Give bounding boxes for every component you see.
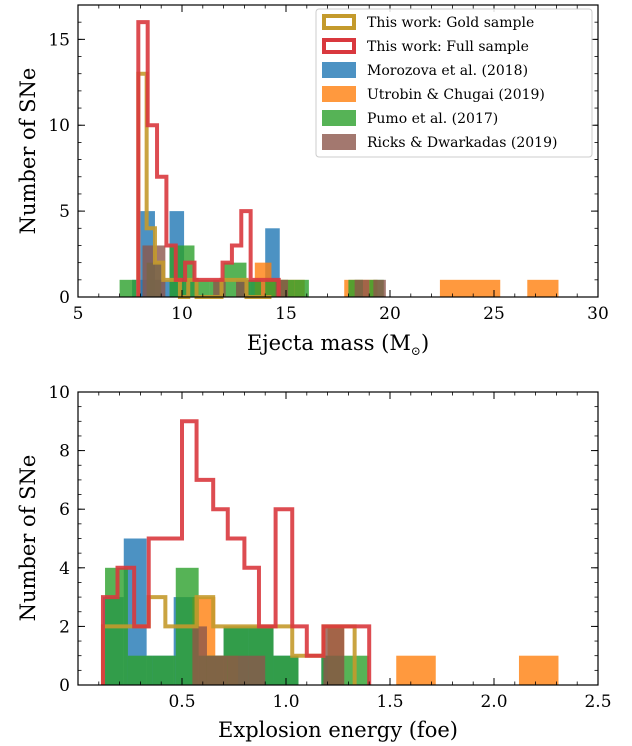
top-ytick-label: 0 (59, 288, 70, 308)
top-xtick-label: 20 (379, 304, 401, 324)
bottom-xtick-label: 1.5 (376, 692, 403, 712)
bottom-y-axis-title: Number of SNe (16, 455, 40, 622)
legend-swatch-morozova-et-al-2018 (322, 62, 356, 78)
top-xtick-label: 15 (275, 304, 297, 324)
top-bar-ricks-dwarkadas-2019-5 (373, 279, 386, 297)
top-bar-pumo-et-al-2017-0 (119, 279, 137, 297)
top-bar-utrobin-chugai-2019-6 (527, 279, 559, 297)
bottom-bar-utrobin-chugai-2019-4 (518, 655, 559, 685)
legend: This work: Gold sample This work: Full sa… (315, 8, 593, 158)
bottom-ticks: 0.5 1.0 1.5 2.0 2.5 0 2 4 6 8 10 (48, 383, 611, 712)
legend-box (315, 8, 593, 158)
legend-label-pumo-et-al-2017: Pumo et al. (2017) (367, 111, 498, 127)
top-bar-pumo-et-al-2017-10 (294, 279, 309, 297)
bottom-xtick-label: 1.0 (272, 692, 299, 712)
panel-explosion-energy: 0.5 1.0 1.5 2.0 2.5 0 2 4 6 8 10 Number of SNe Exp… (16, 383, 612, 742)
bottom-bar-pumo-et-al-2017-2 (152, 655, 176, 685)
legend-swatch-utrobin-chugai-2019 (322, 86, 356, 102)
top-bar-ricks-dwarkadas-2019-4 (354, 279, 370, 297)
bottom-ytick-label: 4 (59, 559, 70, 579)
top-plot-frame (77, 4, 599, 298)
legend-label-ricks-dwarkadas-2019: Ricks & Dwarkadas (2019) (367, 135, 557, 151)
bottom-bar-ricks-dwarkadas-2019-2 (227, 655, 249, 685)
bottom-xtick-label: 0.5 (168, 692, 195, 712)
top-xtick-label: 10 (171, 304, 193, 324)
bottom-ytick-label: 2 (59, 617, 70, 637)
legend-label-this-work-gold-sample: This work: Gold sample (367, 15, 534, 31)
bottom-ytick-label: 10 (48, 383, 70, 403)
top-x-axis-title: Ejecta mass (M⊙) (247, 331, 429, 358)
top-ytick-label: 5 (59, 202, 70, 222)
bottom-bar-pumo-et-al-2017-1 (127, 655, 153, 685)
bottom-bar-utrobin-chugai-2019-3 (396, 655, 436, 685)
legend-swatch-pumo-et-al-2017 (322, 110, 356, 126)
legend-label-utrobin-chugai-2019: Utrobin & Chugai (2019) (367, 87, 545, 103)
bottom-xtick-label: 2.5 (584, 692, 611, 712)
bottom-ytick-label: 8 (59, 442, 70, 462)
top-ytick-label: 15 (48, 30, 70, 50)
top-step-this-work-gold-sample (136, 71, 272, 299)
top-bar-ricks-dwarkadas-2019-0 (142, 245, 166, 297)
legend-label-this-work-full-sample: This work: Full sample (367, 39, 529, 55)
top-bar-pumo-et-al-2017-7 (246, 279, 262, 297)
legend-entries: This work: Gold sample This work: Full sa… (322, 14, 557, 151)
legend-swatch-ricks-dwarkadas-2019 (322, 134, 356, 150)
top-bar-utrobin-chugai-2019-5 (439, 279, 501, 297)
bottom-ytick-label: 6 (59, 500, 70, 520)
legend-swatch-this-work-full-sample (322, 38, 356, 54)
bottom-bar-ricks-dwarkadas-2019-4 (323, 626, 345, 685)
top-xtick-label: 5 (73, 304, 84, 324)
bottom-x-axis-title: Explosion energy (foe) (218, 718, 458, 742)
bottom-xtick-label: 2.0 (480, 692, 507, 712)
top-xtick-label: 25 (483, 304, 505, 324)
bottom-step-this-work-full-sample (100, 419, 372, 685)
top-plot-area (119, 20, 559, 299)
top-step-this-work-full-sample (136, 20, 281, 297)
bottom-bar-ricks-dwarkadas-2019-0 (192, 626, 207, 685)
bottom-bar-ricks-dwarkadas-2019-3 (248, 655, 266, 685)
legend-label-morozova-et-al-2018: Morozova et al. (2018) (367, 63, 528, 79)
top-xtick-label: 30 (587, 304, 609, 324)
legend-swatch-this-work-gold-sample (322, 14, 356, 30)
bottom-ytick-label: 0 (59, 676, 70, 696)
top-bar-pumo-et-al-2017-3 (179, 245, 195, 297)
top-ytick-label: 10 (48, 116, 70, 136)
bottom-bar-ricks-dwarkadas-2019-1 (206, 655, 228, 685)
bottom-bar-pumo-et-al-2017-9 (344, 655, 370, 685)
top-y-axis-title: Number of SNe (16, 68, 40, 235)
bottom-plot-area (100, 419, 559, 685)
